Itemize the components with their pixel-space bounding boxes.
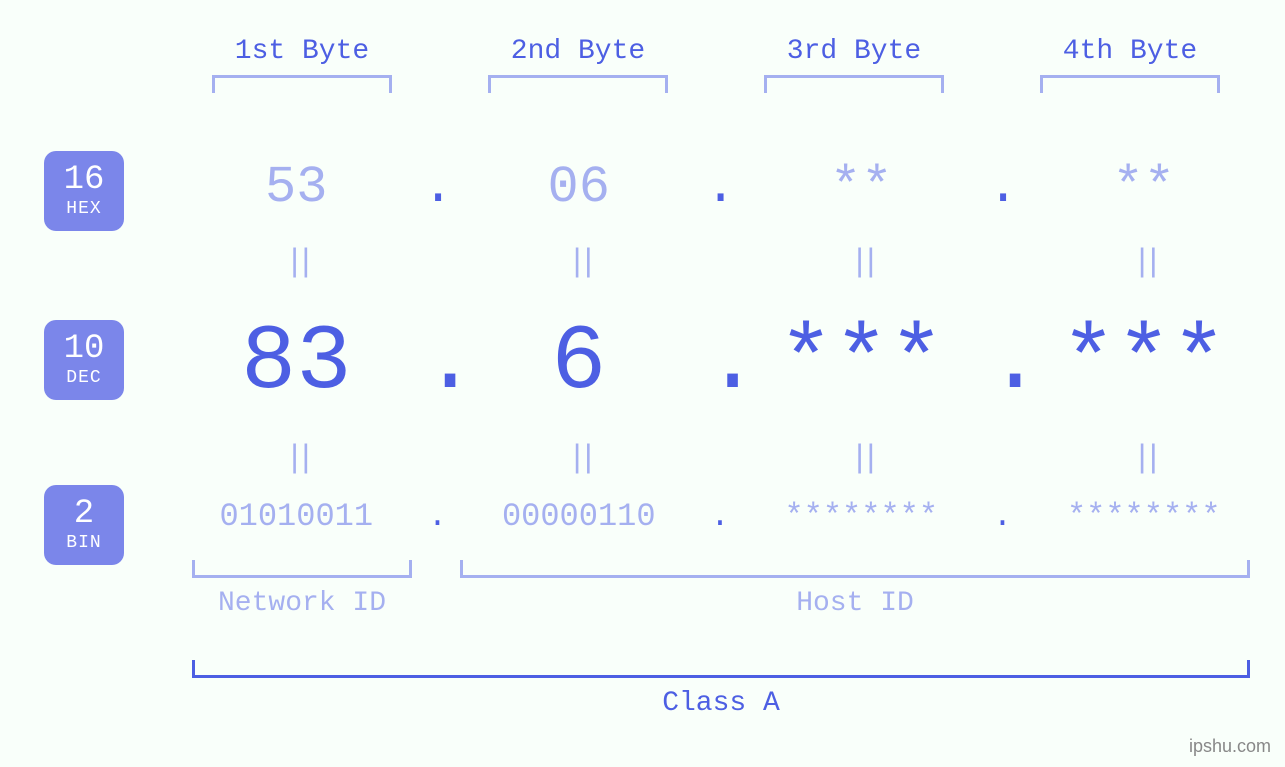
equals-row-1: || || || || <box>170 244 1270 281</box>
dot-sep: . <box>423 310 453 415</box>
dot-sep: . <box>423 498 453 535</box>
byte-header-3: 3rd Byte <box>724 36 984 93</box>
class-bracket: Class A <box>192 660 1250 719</box>
equals-icon: || <box>453 244 706 281</box>
byte-header-label: 3rd Byte <box>787 36 921 67</box>
badge-dec-num: 10 <box>64 331 105 368</box>
equals-row-2: || || || || <box>170 440 1270 477</box>
bin-byte-2: 00000110 <box>453 498 706 535</box>
class-label: Class A <box>192 688 1250 719</box>
equals-icon: || <box>735 440 988 477</box>
dot-sep: . <box>988 310 1018 415</box>
byte-header-label: 4th Byte <box>1063 36 1197 67</box>
byte-header-label: 1st Byte <box>235 36 369 67</box>
badge-dec: 10 DEC <box>44 320 124 400</box>
bracket-icon <box>460 560 1250 578</box>
dot-sep: . <box>705 498 735 535</box>
top-bracket-2 <box>488 75 668 93</box>
network-id-bracket: Network ID <box>192 560 412 619</box>
equals-icon: || <box>453 440 706 477</box>
equals-icon: || <box>1018 244 1271 281</box>
hex-row: 53 . 06 . ** . ** <box>170 158 1270 217</box>
dec-byte-1: 83 <box>170 310 423 415</box>
dot-sep: . <box>988 498 1018 535</box>
badge-hex-label: HEX <box>66 200 101 220</box>
host-id-label: Host ID <box>460 588 1250 619</box>
top-bracket-1 <box>212 75 392 93</box>
bracket-icon <box>192 560 412 578</box>
dot-sep: . <box>705 158 735 217</box>
dec-row: 83 . 6 . *** . *** <box>170 310 1270 415</box>
dec-byte-3: *** <box>735 310 988 415</box>
badge-dec-label: DEC <box>66 369 101 389</box>
badge-bin-label: BIN <box>66 534 101 554</box>
bracket-icon <box>192 660 1250 678</box>
bin-byte-1: 01010011 <box>170 498 423 535</box>
hex-byte-2: 06 <box>453 158 706 217</box>
dot-sep: . <box>423 158 453 217</box>
network-id-label: Network ID <box>192 588 412 619</box>
dot-sep: . <box>705 310 735 415</box>
hex-byte-4: ** <box>1018 158 1271 217</box>
watermark: ipshu.com <box>1189 736 1271 757</box>
dot-sep: . <box>988 158 1018 217</box>
hex-byte-1: 53 <box>170 158 423 217</box>
byte-header-1: 1st Byte <box>172 36 432 93</box>
bin-byte-4: ******** <box>1018 498 1271 535</box>
equals-icon: || <box>735 244 988 281</box>
byte-header-4: 4th Byte <box>1000 36 1260 93</box>
bin-row: 01010011 . 00000110 . ******** . *******… <box>170 498 1270 535</box>
byte-header-2: 2nd Byte <box>448 36 708 93</box>
badge-hex-num: 16 <box>64 162 105 199</box>
top-bracket-4 <box>1040 75 1220 93</box>
equals-icon: || <box>170 244 423 281</box>
equals-icon: || <box>1018 440 1271 477</box>
dec-byte-4: *** <box>1018 310 1271 415</box>
equals-icon: || <box>170 440 423 477</box>
bin-byte-3: ******** <box>735 498 988 535</box>
byte-header-label: 2nd Byte <box>511 36 645 67</box>
dec-byte-2: 6 <box>453 310 706 415</box>
badge-hex: 16 HEX <box>44 151 124 231</box>
badge-bin: 2 BIN <box>44 485 124 565</box>
top-bracket-3 <box>764 75 944 93</box>
badge-bin-num: 2 <box>74 496 94 533</box>
host-id-bracket: Host ID <box>460 560 1250 619</box>
hex-byte-3: ** <box>735 158 988 217</box>
